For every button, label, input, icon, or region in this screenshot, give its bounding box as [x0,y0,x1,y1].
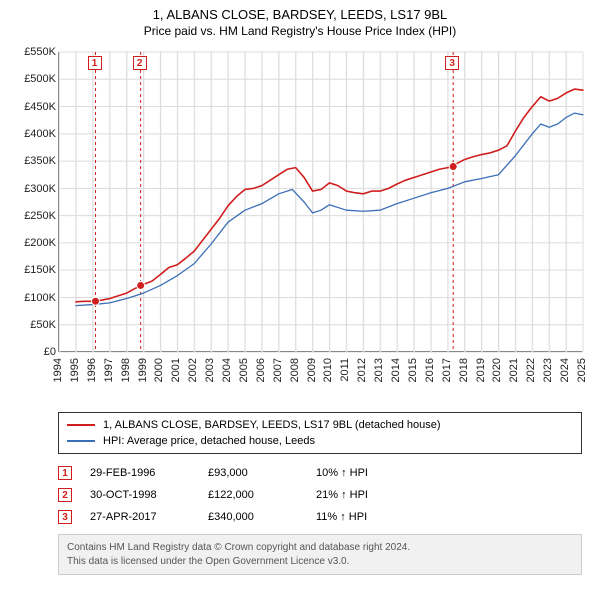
transaction-marker-box: 3 [445,56,459,70]
x-tick-label: 1995 [69,358,81,382]
x-tick-label: 2023 [542,358,554,382]
y-tick-label: £150K [24,264,56,276]
transaction-price: £122,000 [208,489,298,501]
x-tick-label: 1999 [137,358,149,382]
y-tick-label: £450K [24,101,56,113]
x-tick-label: 2008 [289,358,301,382]
legend: 1, ALBANS CLOSE, BARDSEY, LEEDS, LS17 9B… [58,412,582,454]
transaction-marker-box: 2 [133,56,147,70]
footer-attribution: Contains HM Land Registry data © Crown c… [58,534,582,575]
x-tick-label: 2003 [204,358,216,382]
y-tick-label: £400K [24,128,56,140]
chart-title: 1, ALBANS CLOSE, BARDSEY, LEEDS, LS17 9B… [8,6,592,24]
y-tick-label: £0 [44,346,56,358]
legend-item: 1, ALBANS CLOSE, BARDSEY, LEEDS, LS17 9B… [67,417,573,433]
x-tick-label: 2017 [441,358,453,382]
transaction-index-box: 2 [58,488,72,502]
legend-label: 1, ALBANS CLOSE, BARDSEY, LEEDS, LS17 9B… [103,419,441,431]
plot-region [58,52,582,352]
transaction-date: 27-APR-2017 [90,511,190,523]
transaction-marker-box: 1 [88,56,102,70]
plot-svg [59,52,583,352]
y-tick-label: £250K [24,210,56,222]
x-tick-label: 2025 [576,358,588,382]
y-tick-label: £100K [24,292,56,304]
x-tick-label: 2016 [424,358,436,382]
y-tick-label: £50K [30,319,56,331]
x-tick-label: 2019 [475,358,487,382]
transaction-price: £93,000 [208,467,298,479]
chart-area: 1994 1995 1996 1997 1998 1999 2000 2001 2002 2003… [8,46,592,406]
x-tick-label: 2022 [525,358,537,382]
legend-swatch [67,424,95,426]
transaction-pct-vs-hpi: 11% ↑ HPI [316,511,582,523]
legend-item: HPI: Average price, detached house, Leed… [67,433,573,449]
x-tick-label: 2009 [306,358,318,382]
x-tick-label: 1998 [120,358,132,382]
chart-container: 1, ALBANS CLOSE, BARDSEY, LEEDS, LS17 9B… [0,0,600,581]
transaction-row: 1 29-FEB-1996 £93,000 10% ↑ HPI [58,462,582,484]
transaction-pct-vs-hpi: 21% ↑ HPI [316,489,582,501]
y-tick-label: £200K [24,237,56,249]
x-tick-label: 2018 [458,358,470,382]
transaction-price: £340,000 [208,511,298,523]
x-tick-label: 1997 [103,358,115,382]
x-tick-label: 2006 [255,358,267,382]
x-tick-label: 2020 [491,358,503,382]
x-tick-label: 2000 [153,358,165,382]
y-tick-label: £550K [24,46,56,58]
chart-subtitle: Price paid vs. HM Land Registry's House … [8,24,592,38]
transaction-row: 3 27-APR-2017 £340,000 11% ↑ HPI [58,506,582,528]
footer-line-2: This data is licensed under the Open Gov… [67,555,573,569]
legend-label: HPI: Average price, detached house, Leed… [103,435,315,447]
x-tick-label: 2002 [187,358,199,382]
x-tick-label: 2011 [339,358,351,382]
x-tick-label: 2015 [407,358,419,382]
footer-line-1: Contains HM Land Registry data © Crown c… [67,541,573,555]
x-tick-label: 2014 [390,358,402,382]
y-tick-label: £350K [24,155,56,167]
x-tick-label: 2001 [170,358,182,382]
y-tick-label: £300K [24,183,56,195]
transaction-date: 30-OCT-1998 [90,489,190,501]
x-tick-label: 2007 [272,358,284,382]
x-tick-label: 2012 [356,358,368,382]
transactions-table: 1 29-FEB-1996 £93,000 10% ↑ HPI 2 30-OCT-1998… [58,462,582,528]
transaction-row: 2 30-OCT-1998 £122,000 21% ↑ HPI [58,484,582,506]
x-tick-label: 2005 [238,358,250,382]
x-tick-label: 2024 [559,358,571,382]
transaction-index-box: 3 [58,510,72,524]
transaction-date: 29-FEB-1996 [90,467,190,479]
x-tick-label: 1994 [52,358,64,382]
x-tick-label: 1996 [86,358,98,382]
x-tick-label: 2004 [221,358,233,382]
transaction-pct-vs-hpi: 10% ↑ HPI [316,467,582,479]
transaction-index-box: 1 [58,466,72,480]
x-tick-label: 2010 [322,358,334,382]
y-tick-label: £500K [24,73,56,85]
x-tick-label: 2013 [373,358,385,382]
x-tick-label: 2021 [508,358,520,382]
legend-swatch [67,440,95,442]
